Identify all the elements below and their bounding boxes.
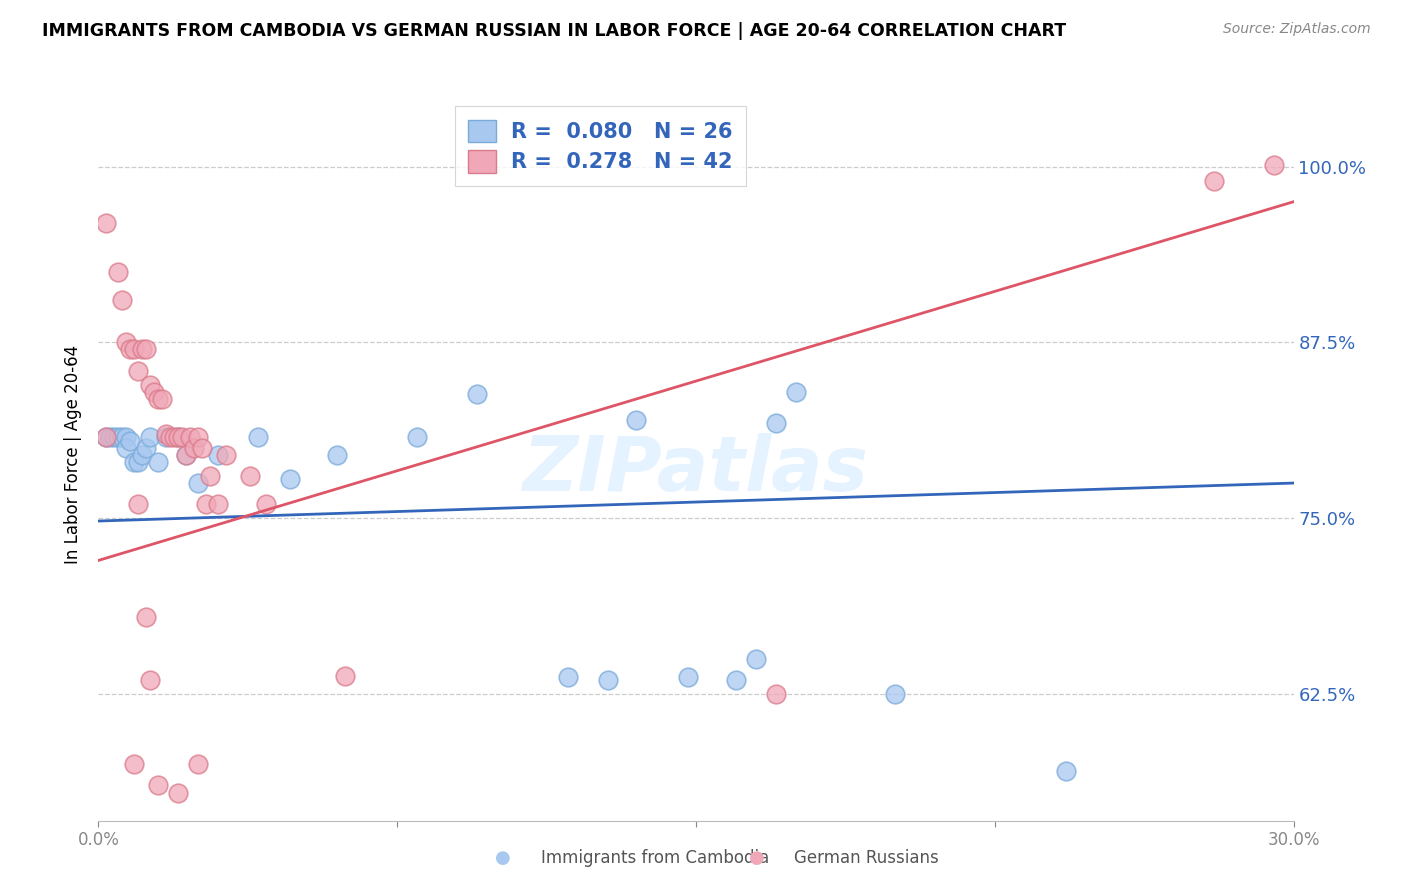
Point [765, 687, 787, 701]
Point [179, 429, 201, 443]
Point [115, 429, 138, 443]
Point [135, 343, 157, 357]
Point [107, 429, 129, 443]
Point [120, 343, 142, 357]
Text: German Russians: German Russians [794, 849, 939, 867]
Point [143, 384, 166, 399]
Point [598, 673, 620, 687]
Point [96, 216, 118, 230]
Point [626, 413, 648, 427]
Point [124, 455, 146, 469]
Point [131, 448, 153, 462]
Point [163, 429, 186, 443]
Point [326, 448, 349, 462]
Point [124, 343, 146, 357]
Point [148, 392, 170, 406]
Point [183, 441, 205, 455]
Point [1202, 173, 1225, 187]
Point [96, 429, 118, 443]
Point [139, 429, 162, 443]
Point [785, 384, 807, 399]
Point [1263, 158, 1285, 172]
Point [167, 429, 190, 443]
Point [207, 448, 229, 462]
Point [135, 441, 157, 455]
Y-axis label: In Labor Force | Age 20-64: In Labor Force | Age 20-64 [65, 345, 83, 565]
Point [278, 472, 301, 486]
Point [1054, 764, 1078, 779]
Point [96, 429, 118, 443]
Point [135, 609, 157, 624]
Point [465, 387, 488, 401]
Point [557, 670, 579, 684]
Text: Immigrants from Cambodia: Immigrants from Cambodia [541, 849, 769, 867]
Point [127, 363, 149, 377]
Point [155, 429, 177, 443]
Point [195, 497, 218, 511]
Point [100, 429, 122, 443]
Point [187, 757, 209, 772]
Point [103, 429, 125, 443]
Point [167, 429, 190, 443]
Point [139, 673, 162, 687]
Point [139, 377, 162, 392]
Point [148, 455, 170, 469]
Point [127, 497, 149, 511]
Point [254, 497, 277, 511]
Point [191, 441, 214, 455]
Point [174, 448, 197, 462]
Point [198, 469, 221, 483]
Point [167, 785, 190, 799]
Point [724, 673, 747, 687]
Text: ●: ● [495, 849, 512, 867]
Point [127, 455, 149, 469]
Point [215, 448, 238, 462]
Point [406, 429, 429, 443]
Point [676, 670, 699, 684]
Point [107, 265, 129, 279]
Point [335, 669, 357, 683]
Text: Source: ZipAtlas.com: Source: ZipAtlas.com [1223, 22, 1371, 37]
Point [239, 469, 262, 483]
Text: ZIPatlas: ZIPatlas [523, 433, 869, 507]
Text: ●: ● [748, 849, 765, 867]
Point [124, 757, 146, 772]
Point [148, 779, 170, 793]
Legend: R =  0.080   N = 26, R =  0.278   N = 42: R = 0.080 N = 26, R = 0.278 N = 42 [454, 106, 747, 186]
Point [174, 448, 197, 462]
Point [159, 429, 181, 443]
Point [115, 335, 138, 350]
Point [187, 476, 209, 491]
Point [131, 343, 153, 357]
Point [884, 687, 907, 701]
Point [111, 293, 134, 308]
Point [246, 429, 269, 443]
Point [150, 392, 173, 406]
Point [765, 416, 787, 430]
Point [155, 426, 177, 441]
Point [115, 441, 138, 455]
Point [207, 497, 229, 511]
Point [172, 429, 194, 443]
Point [745, 652, 768, 666]
Point [187, 429, 209, 443]
Text: IMMIGRANTS FROM CAMBODIA VS GERMAN RUSSIAN IN LABOR FORCE | AGE 20-64 CORRELATIO: IMMIGRANTS FROM CAMBODIA VS GERMAN RUSSI… [42, 22, 1066, 40]
Point [120, 434, 142, 448]
Point [111, 429, 134, 443]
